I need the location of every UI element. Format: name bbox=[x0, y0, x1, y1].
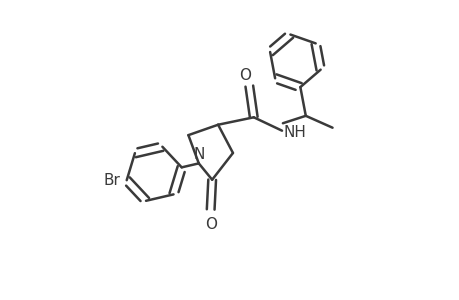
Text: NH: NH bbox=[283, 125, 306, 140]
Text: O: O bbox=[238, 68, 250, 83]
Text: N: N bbox=[193, 147, 204, 162]
Text: Br: Br bbox=[104, 173, 121, 188]
Text: O: O bbox=[204, 217, 216, 232]
